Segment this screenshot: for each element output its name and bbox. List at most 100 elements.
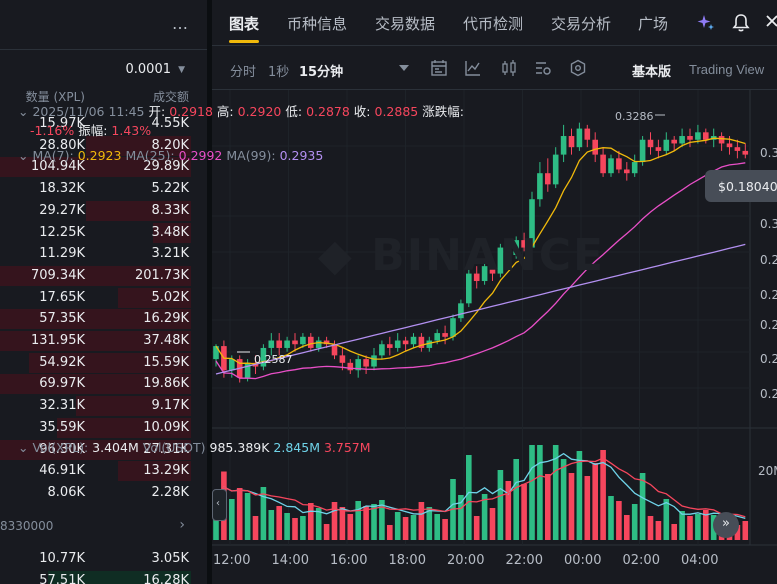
ask-row[interactable]: 28.80K 8.20K bbox=[0, 135, 207, 156]
depth-bar bbox=[0, 265, 191, 286]
open-label: 开: bbox=[148, 104, 166, 119]
settings-icon[interactable] bbox=[534, 59, 552, 77]
bell-icon[interactable] bbox=[732, 13, 750, 33]
more-options-icon[interactable]: … bbox=[172, 14, 189, 33]
row-amount: 5.22K bbox=[151, 181, 189, 197]
candle-body bbox=[466, 273, 472, 304]
ask-row[interactable]: 17.65K 5.02K bbox=[0, 287, 207, 308]
candle-body bbox=[647, 139, 654, 148]
time-tick-label: 14:00 bbox=[271, 553, 309, 568]
candle-body bbox=[284, 340, 290, 348]
candle-type-icon[interactable] bbox=[500, 59, 518, 77]
chevron-down-icon[interactable]: ▼ bbox=[178, 65, 185, 75]
row-qty: 18.32K bbox=[39, 181, 85, 197]
ask-row[interactable]: 11.29K 3.21K bbox=[0, 243, 207, 264]
close-icon[interactable] bbox=[765, 10, 777, 32]
volume-bar bbox=[252, 516, 259, 540]
interval-timeline[interactable]: 分时 bbox=[230, 65, 257, 80]
interval-15m[interactable]: 15分钟 bbox=[299, 65, 344, 80]
ask-row[interactable]: 32.31K 9.17K bbox=[0, 395, 207, 417]
ask-row[interactable]: 69.97K 19.86K bbox=[0, 373, 207, 395]
time-tick-label: 02:00 bbox=[622, 553, 660, 568]
time-tick-label: 04:00 bbox=[681, 553, 719, 568]
candle-body bbox=[442, 333, 448, 337]
ask-row[interactable]: 8.06K 2.28K bbox=[0, 482, 207, 503]
candle-body bbox=[402, 340, 409, 345]
ai-sparkle-icon[interactable] bbox=[696, 13, 716, 33]
tab-chart[interactable]: 图表 bbox=[229, 15, 260, 33]
ask-row[interactable]: 18.32K 5.22K bbox=[0, 178, 207, 199]
candle-body bbox=[473, 273, 480, 282]
tab-coin-info[interactable]: 币种信息 bbox=[287, 15, 348, 33]
row-amount: 29.89K bbox=[143, 159, 189, 175]
collapse-chevron-icon[interactable]: ⌄ bbox=[18, 104, 33, 119]
vol-usdt-value: 985.389K bbox=[209, 440, 270, 455]
ask-row[interactable]: 131.95K 37.48K bbox=[0, 330, 207, 351]
volume-bar bbox=[473, 516, 480, 540]
tradingview-toggle[interactable]: Trading View bbox=[689, 62, 765, 77]
close-label: 收: bbox=[353, 104, 371, 119]
row-amount: 13.29K bbox=[143, 463, 189, 479]
volume-bar bbox=[268, 510, 275, 540]
ask-row[interactable]: 35.59K 10.09K bbox=[0, 417, 207, 438]
ask-row[interactable]: 29.27K 8.33K bbox=[0, 200, 207, 221]
jump-to-latest-button[interactable]: » bbox=[713, 512, 739, 538]
candlestick-chart[interactable] bbox=[0, 90, 777, 584]
time-tick-label: 20:00 bbox=[447, 553, 485, 568]
hexagon-icon[interactable] bbox=[569, 59, 587, 77]
candle-body bbox=[584, 128, 591, 140]
ask-row[interactable]: 46.91K 13.29K bbox=[0, 460, 207, 482]
collapse-chevron-icon[interactable]: ⌄ bbox=[18, 440, 33, 455]
volume-bar bbox=[315, 508, 322, 540]
low-value: 0.2878 bbox=[306, 104, 350, 119]
ask-row[interactable]: 57.35K 16.29K bbox=[0, 308, 207, 330]
collapse-chevron-icon[interactable]: ⌄ bbox=[18, 148, 33, 163]
chevron-right-icon[interactable]: › bbox=[179, 517, 185, 533]
volume-bar bbox=[584, 476, 591, 540]
ask-row[interactable]: 96.30K 27.31K bbox=[0, 439, 207, 460]
candle-body bbox=[600, 154, 606, 174]
volume-bar bbox=[505, 481, 512, 540]
volume-bar bbox=[387, 525, 393, 540]
ask-row[interactable]: 15.97K 4.55K bbox=[0, 113, 207, 134]
candle-body bbox=[276, 340, 282, 348]
price-tick-label: 0.2 bbox=[760, 253, 777, 267]
tab-trading-data[interactable]: 交易数据 bbox=[375, 15, 436, 33]
ask-row[interactable]: 709.34K 201.73K bbox=[0, 265, 207, 286]
basic-view-toggle[interactable]: 基本版 bbox=[632, 65, 672, 80]
candle-body bbox=[624, 169, 630, 174]
volume-bar bbox=[742, 521, 749, 540]
volume-bar bbox=[734, 525, 741, 540]
volume-bar bbox=[284, 513, 290, 540]
interval-1s[interactable]: 1秒 bbox=[268, 65, 290, 80]
candle-body bbox=[260, 347, 267, 367]
tab-token-check[interactable]: 代币检测 bbox=[463, 15, 524, 33]
ask-row[interactable]: 54.92K 15.59K bbox=[0, 352, 207, 373]
ask-row[interactable]: 12.25K 3.48K bbox=[0, 222, 207, 243]
scroll-left-handle[interactable]: ‹ bbox=[212, 489, 227, 521]
ohlc-readout: ⌄ 2025/11/06 11:45 开: 0.2918 高: 0.2920 低… bbox=[18, 101, 464, 120]
candle-body bbox=[576, 128, 583, 148]
tab-trade-analysis[interactable]: 交易分析 bbox=[551, 15, 612, 33]
tab-square[interactable]: 广场 bbox=[638, 15, 669, 33]
bid-row[interactable]: 10.77K 3.05K bbox=[0, 548, 207, 569]
candle-body bbox=[497, 247, 504, 274]
chevron-down-icon[interactable] bbox=[399, 65, 409, 71]
mid-price-row[interactable]: 8330000 › bbox=[0, 517, 207, 539]
high-value: 0.2920 bbox=[237, 104, 282, 119]
candle-body bbox=[434, 333, 440, 341]
candle-body bbox=[726, 143, 733, 148]
order-book-panel: … 0.0001 ▼ 数量 (XPL) 成交额 15.97K 4.55K 28.80… bbox=[0, 0, 207, 584]
volume-bar bbox=[236, 488, 243, 540]
volume-bar bbox=[568, 473, 575, 540]
ask-row[interactable]: 104.94K 29.89K bbox=[0, 156, 207, 178]
row-qty: 8.06K bbox=[47, 484, 85, 500]
ma25-value: 0.2992 bbox=[178, 148, 223, 163]
row-amount: 9.17K bbox=[151, 398, 189, 414]
tick-size-select[interactable]: 0.0001 bbox=[125, 62, 172, 77]
row-qty: 11.29K bbox=[39, 246, 85, 262]
calendar-icon[interactable] bbox=[430, 59, 448, 77]
indicator-icon[interactable] bbox=[464, 59, 482, 77]
bid-row[interactable]: 57.51K 16.28K bbox=[0, 570, 207, 584]
row-amount: 4.55K bbox=[151, 116, 189, 131]
